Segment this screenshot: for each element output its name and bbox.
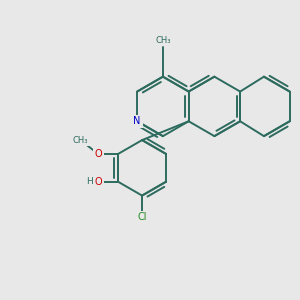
Text: O: O <box>94 149 102 159</box>
Text: CH₃: CH₃ <box>73 136 88 145</box>
Text: CH₃: CH₃ <box>155 36 171 45</box>
Text: Cl: Cl <box>137 212 147 222</box>
Text: H: H <box>86 177 93 186</box>
Text: O: O <box>94 177 102 187</box>
Text: N: N <box>134 116 141 126</box>
